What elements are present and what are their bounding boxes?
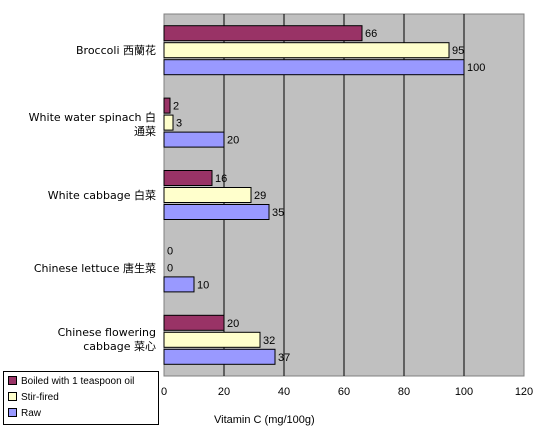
bars xyxy=(163,25,465,365)
data-label: 0 xyxy=(167,245,173,257)
data-label: 37 xyxy=(278,352,290,364)
x-tick-label: 100 xyxy=(455,386,473,398)
bar xyxy=(163,25,363,42)
bar xyxy=(163,131,225,148)
category-label: White cabbage 白菜 xyxy=(47,189,156,202)
data-label: 100 xyxy=(467,62,485,74)
legend-swatch-raw xyxy=(8,407,17,417)
bar xyxy=(163,59,465,76)
legend-item: Boiled with 1 teaspoon oil xyxy=(8,375,134,389)
legend-item: Stir-fired xyxy=(8,391,59,405)
category-label: Broccoli 西蘭花 xyxy=(76,44,156,57)
legend-item: Raw xyxy=(8,407,41,421)
data-label: 29 xyxy=(254,190,266,202)
bar xyxy=(163,187,252,203)
bar xyxy=(163,97,171,114)
legend-label: Stir-fired xyxy=(21,392,59,403)
legend-swatch-boiled xyxy=(8,375,17,385)
bar xyxy=(163,348,276,365)
data-label: 20 xyxy=(227,135,239,147)
data-label: 0 xyxy=(167,262,173,274)
x-tick-label: 60 xyxy=(338,386,350,398)
legend-swatch-stir-fried xyxy=(8,391,17,401)
x-tick-label: 120 xyxy=(515,386,533,398)
data-label: 32 xyxy=(263,335,275,347)
legend-label: Raw xyxy=(21,408,42,419)
x-tick-label: 0 xyxy=(161,386,167,398)
data-label: 2 xyxy=(173,101,179,113)
data-label: 20 xyxy=(227,318,239,330)
data-label: 95 xyxy=(452,45,464,57)
bar xyxy=(163,314,225,331)
data-label: 16 xyxy=(215,173,227,185)
x-axis-label: Vitamin C (mg/100g) xyxy=(214,414,315,426)
category-label: Chinese flowering cabbage 菜心 xyxy=(57,326,156,353)
data-label: 10 xyxy=(197,279,209,291)
data-label: 3 xyxy=(176,118,182,130)
data-label: 66 xyxy=(365,28,377,40)
bar xyxy=(163,42,450,59)
bar xyxy=(163,331,261,348)
bar xyxy=(163,114,174,131)
x-tick-label: 20 xyxy=(218,386,230,398)
bar xyxy=(163,204,270,220)
x-tick-label: 80 xyxy=(398,386,410,398)
legend: Boiled with 1 teaspoon oil Stir-fired Ra… xyxy=(3,371,159,425)
data-label: 35 xyxy=(272,207,284,219)
x-tick-labels: 0 20 40 60 80 100 120 xyxy=(161,386,533,398)
bar xyxy=(163,276,195,293)
category-label: White water spinach 白通菜 xyxy=(28,111,156,138)
legend-label: Boiled with 1 teaspoon oil xyxy=(21,376,135,387)
category-label: Chinese lettuce 唐生菜 xyxy=(33,262,156,275)
bar xyxy=(163,170,213,186)
x-tick-label: 40 xyxy=(278,386,290,398)
